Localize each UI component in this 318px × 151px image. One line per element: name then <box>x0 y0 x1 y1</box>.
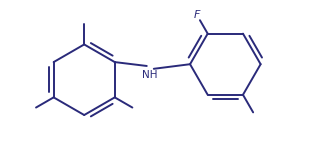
Text: F: F <box>194 10 200 20</box>
Text: NH: NH <box>142 70 157 80</box>
